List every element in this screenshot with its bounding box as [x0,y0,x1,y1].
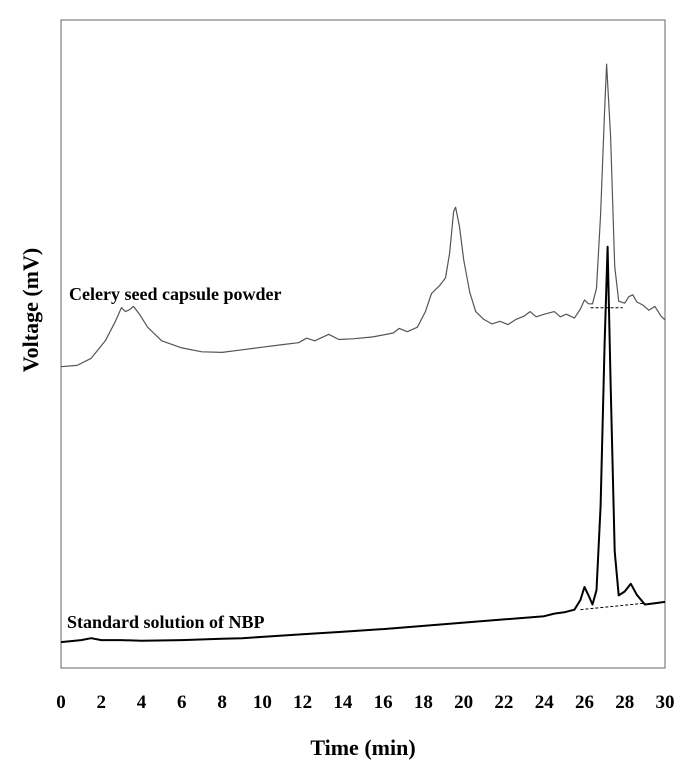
x-tick-label: 18 [414,692,433,713]
series-label-nbp: Standard solution of NBP [67,612,265,632]
x-tick-label: 20 [454,692,473,713]
x-tick-label: 24 [535,692,555,713]
x-tick-label: 0 [56,692,66,713]
x-tick-label: 10 [253,692,272,713]
x-tick-label: 16 [374,692,393,713]
series-line-nbp [60,245,666,644]
x-tick-labels: 0 2 4 6 8 10 12 14 16 18 20 22 24 26 28 30 [56,692,674,713]
series-layer [60,63,666,644]
x-tick-label: 8 [217,692,227,713]
peak-baseline-nbp [580,602,645,611]
y-axis-title: Voltage (mV) [18,248,43,372]
series-line-celery [60,63,666,368]
x-tick-label: 28 [615,692,634,713]
x-tick-label: 12 [293,692,312,713]
x-tick-label: 4 [137,692,147,713]
x-tick-label: 14 [333,692,353,713]
x-tick-label: 6 [177,692,187,713]
x-axis-title: Time (min) [310,735,415,760]
x-tick-label: 22 [494,692,513,713]
x-tick-label: 2 [97,692,107,713]
plot-frame [60,19,666,669]
series-label-celery: Celery seed capsule powder [69,284,281,304]
x-tick-label: 26 [575,692,594,713]
x-tick-label: 30 [656,692,675,713]
